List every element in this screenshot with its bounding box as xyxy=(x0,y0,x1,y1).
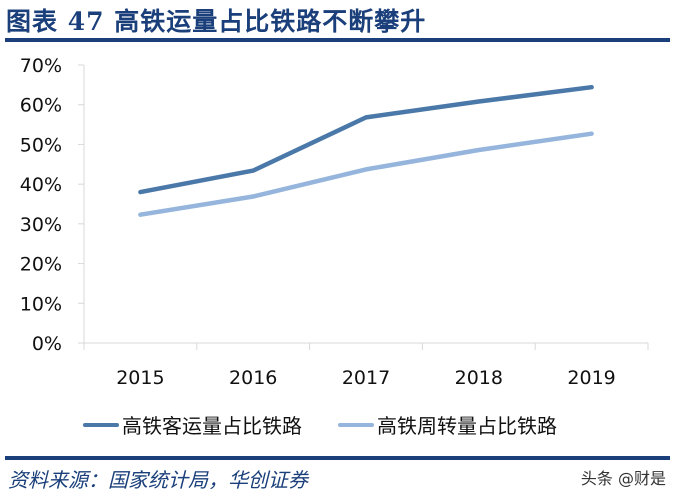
x-tick-label: 2019 xyxy=(567,367,615,389)
y-tick-label: 10% xyxy=(20,293,62,315)
y-tick-label: 30% xyxy=(20,214,62,236)
figure-title: 图表 47 高铁运量占比铁路不断攀升 xyxy=(6,7,427,36)
legend-item-turnover: 高铁周转量占比铁路 xyxy=(338,410,557,439)
y-tick-label: 20% xyxy=(20,254,62,276)
legend-label-turnover: 高铁周转量占比铁路 xyxy=(377,414,557,438)
watermark: 头条 @财是 xyxy=(580,469,666,488)
legend-swatch-turnover xyxy=(338,422,374,427)
chart-series xyxy=(138,84,594,217)
y-axis: 0% 10% 20% 30% 40% 50% 60% 70% xyxy=(20,55,85,355)
legend-label-passenger: 高铁客运量占比铁路 xyxy=(122,414,302,438)
y-tick-label: 40% xyxy=(20,174,62,196)
series-line-0 xyxy=(138,84,594,195)
x-axis: 2015 2016 2017 2018 2019 xyxy=(83,342,649,389)
series-line-1 xyxy=(138,131,594,217)
x-tick-label: 2017 xyxy=(342,367,390,389)
title-divider xyxy=(5,38,670,42)
legend-swatch-passenger xyxy=(83,422,119,427)
x-tick-label: 2018 xyxy=(455,367,503,389)
chart-legend: 高铁客运量占比铁路 高铁周转量占比铁路 xyxy=(83,410,593,439)
y-tick-label: 50% xyxy=(20,134,62,156)
x-tick-label: 2015 xyxy=(116,367,164,389)
line-chart: 0% 10% 20% 30% 40% 50% 60% 70% 2015 2016 2017 2018… xyxy=(20,55,649,389)
y-tick-label: 60% xyxy=(20,95,62,117)
y-tick-label: 0% xyxy=(32,333,62,355)
source-note: 资料来源：国家统计局，华创证券 xyxy=(8,468,308,492)
legend-item-passenger: 高铁客运量占比铁路 xyxy=(83,410,302,439)
x-tick-label: 2016 xyxy=(229,367,277,389)
footer-divider xyxy=(5,456,670,460)
y-tick-label: 70% xyxy=(20,55,62,77)
